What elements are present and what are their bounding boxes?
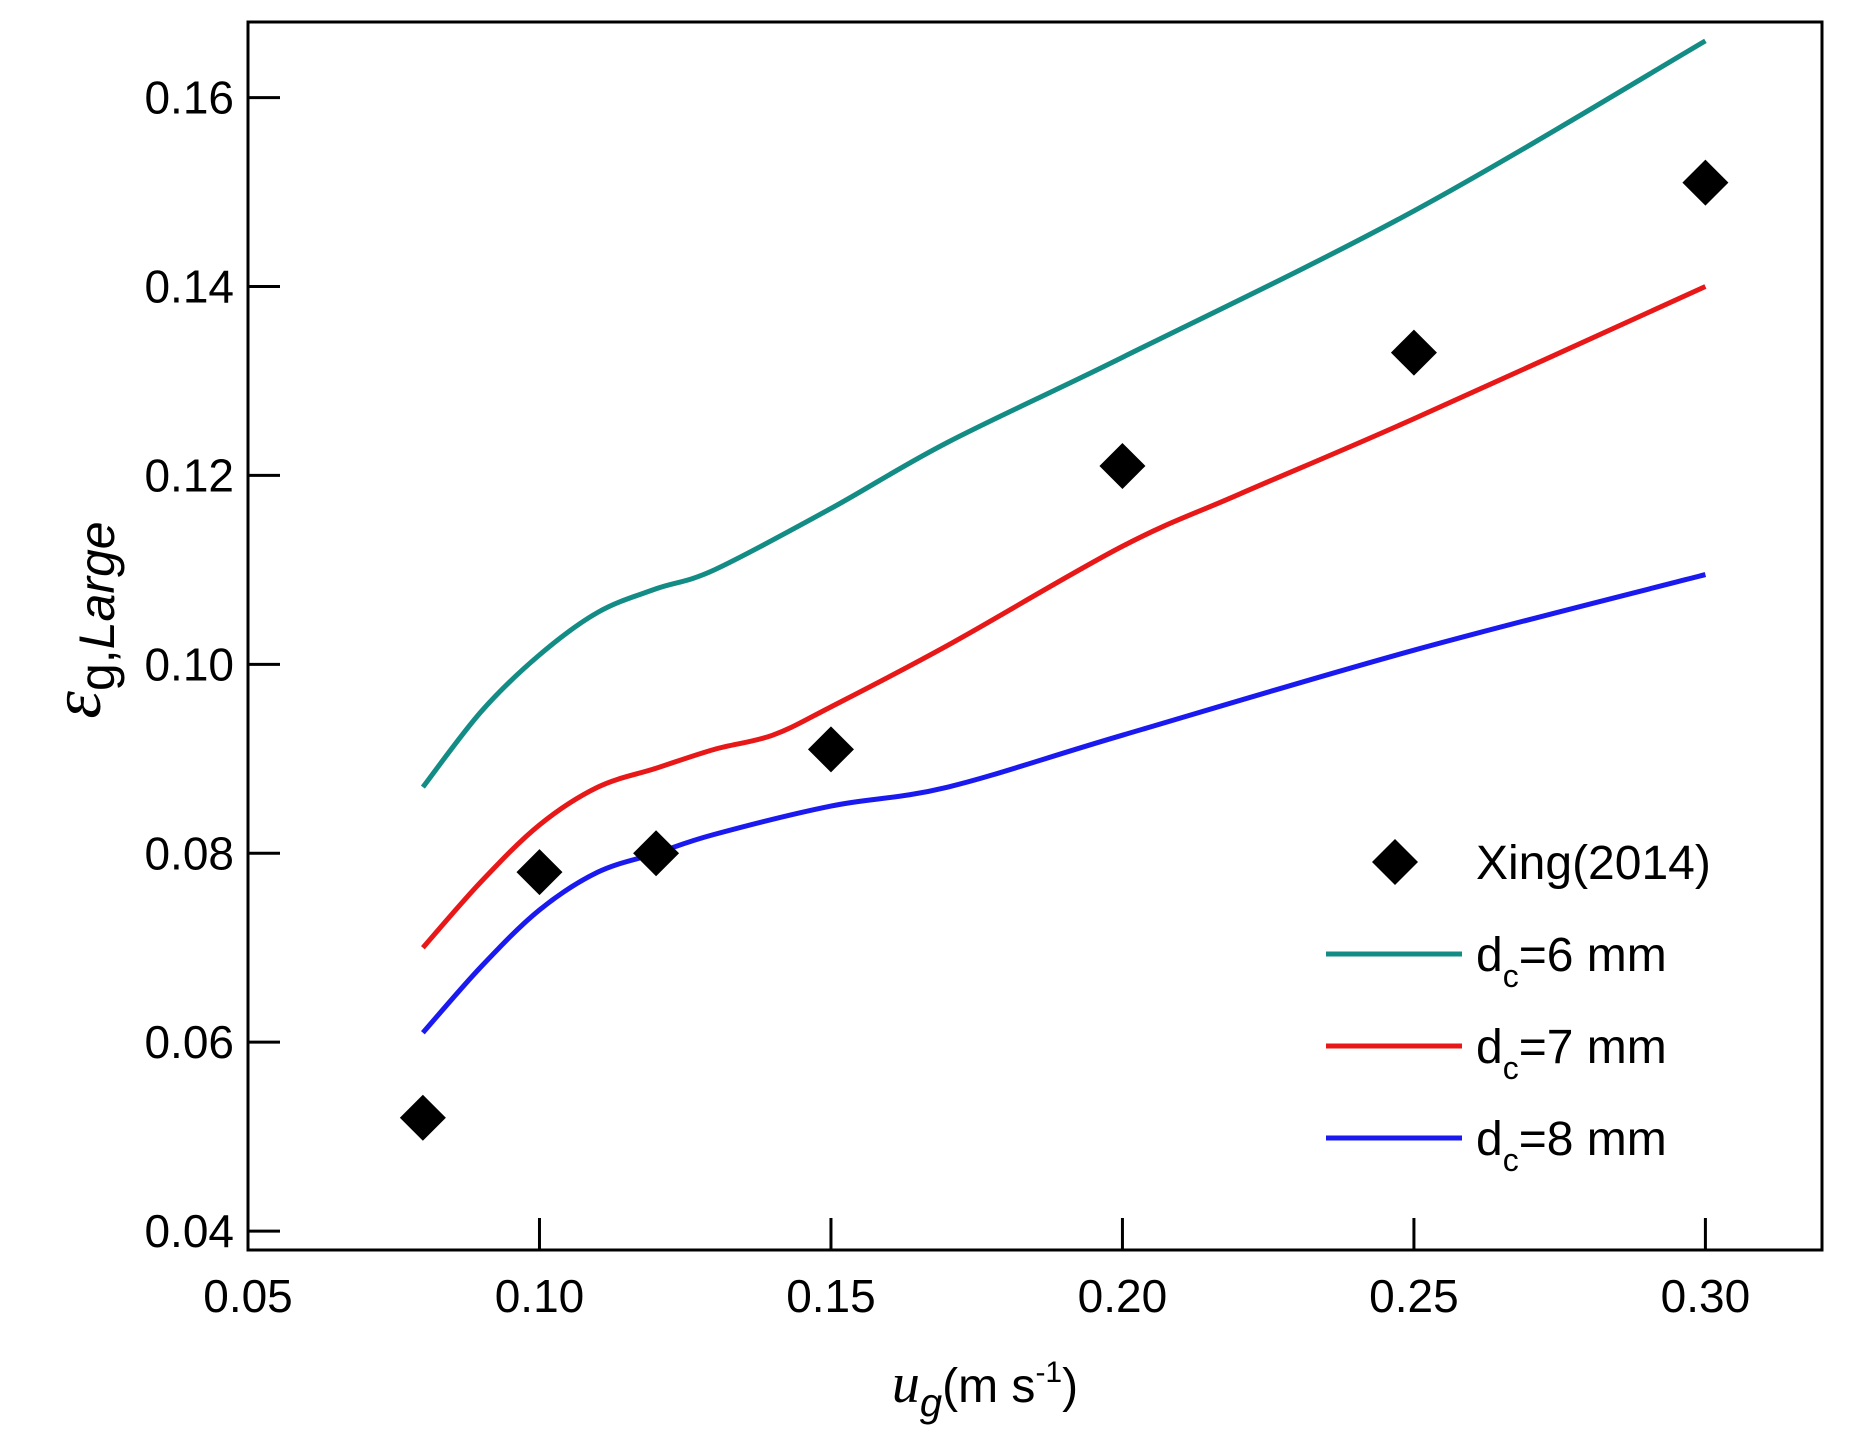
legend-marker <box>1372 839 1418 885</box>
x-axis-title: ug(m s-1) <box>892 1353 1078 1425</box>
series-line-2 <box>421 284 1707 950</box>
data-marker <box>399 1094 446 1141</box>
x-tick-label: 0.15 <box>786 1270 876 1322</box>
y-tick-label: 0.06 <box>144 1016 234 1068</box>
data-marker <box>1390 329 1437 376</box>
legend-label: Xing(2014) <box>1476 837 1711 890</box>
y-tick-label: 0.08 <box>144 827 234 879</box>
legend-label: dc=7 mm <box>1476 1021 1667 1086</box>
x-axis-title-unit-suffix: ) <box>1062 1360 1078 1413</box>
data-marker <box>1099 442 1146 489</box>
x-axis-title-symbol: u <box>892 1353 920 1415</box>
data-marker <box>516 849 563 896</box>
y-tick-label: 0.12 <box>144 449 234 501</box>
plot-area: 0.05 0.10 0.15 0.20 0.25 0.30 0.04 0.06 0.08 0.10… <box>144 20 1824 1322</box>
data-marker <box>633 830 680 877</box>
x-tick-label: 0.30 <box>1661 1270 1751 1322</box>
x-tick-label: 0.10 <box>495 1270 585 1322</box>
y-tick-label: 0.10 <box>144 638 234 690</box>
y-axis-title: εg,Large <box>39 521 125 718</box>
plot-frame <box>246 20 1824 1252</box>
legend-label: dc=6 mm <box>1476 929 1667 994</box>
y-tick-label: 0.04 <box>144 1205 234 1257</box>
x-tick-label: 0.20 <box>1078 1270 1168 1322</box>
y-axis-title-symbol: ε <box>39 691 116 719</box>
legend: Xing(2014) dc=6 mm dc=7 mm dc=8 mm <box>1326 837 1711 1178</box>
y-tick-label: 0.16 <box>144 72 234 124</box>
x-axis-title-unit-prefix: (m s <box>942 1360 1035 1413</box>
x-tick-label: 0.25 <box>1369 1270 1459 1322</box>
svg-text:εg,Large: εg,Large <box>39 521 125 718</box>
x-tick-label: 0.05 <box>203 1270 293 1322</box>
y-axis-title-sub-italic: Large <box>69 521 125 649</box>
legend-label: dc=8 mm <box>1476 1113 1667 1178</box>
y-tick-label: 0.14 <box>144 260 234 312</box>
series-line-1 <box>420 38 1707 789</box>
data-marker <box>1682 159 1729 206</box>
y-axis-title-sub: g, <box>69 649 125 691</box>
x-axis-title-exponent: -1 <box>1035 1356 1062 1389</box>
series-line-3 <box>421 572 1707 1035</box>
x-axis-title-sub: g <box>920 1381 942 1425</box>
data-marker <box>807 726 854 773</box>
